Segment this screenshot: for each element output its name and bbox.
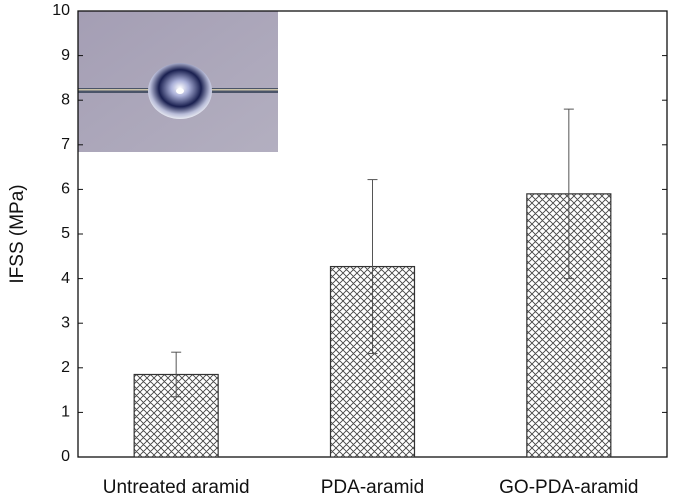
x-tick-label: Untreated aramid [103, 477, 250, 498]
x-tick-label: GO-PDA-aramid [499, 477, 638, 498]
y-tick-label: 9 [61, 47, 70, 64]
y-tick-label: 10 [52, 2, 70, 19]
y-tick-label: 1 [61, 404, 70, 421]
y-tick-label: 4 [61, 270, 70, 287]
y-tick-label: 2 [61, 359, 70, 376]
inset-photo [78, 11, 278, 152]
y-axis-label: IFSS (MPa) [7, 184, 28, 283]
y-tick-label: 0 [61, 448, 70, 465]
y-tick-label: 5 [61, 225, 70, 242]
y-tick-label: 6 [61, 181, 70, 198]
y-tick-label: 7 [61, 136, 70, 153]
x-tick-label: PDA-aramid [321, 477, 424, 498]
y-tick-label: 8 [61, 91, 70, 108]
y-tick-label: 3 [61, 314, 70, 331]
